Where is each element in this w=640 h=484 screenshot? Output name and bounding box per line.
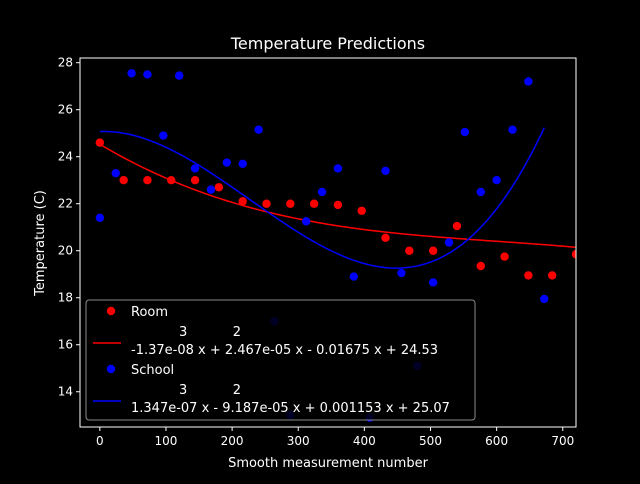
data-point-school-27 bbox=[524, 77, 533, 86]
data-point-school-6 bbox=[190, 164, 200, 173]
data-point-school-4 bbox=[159, 131, 168, 140]
chart-title: Temperature Predictions bbox=[230, 34, 425, 53]
data-point-school-9 bbox=[238, 159, 247, 168]
legend-label-1: -1.37e-08 x + 2.467e-05 x - 0.01675 x + … bbox=[131, 343, 438, 358]
data-point-school-8 bbox=[222, 158, 232, 167]
legend-label-2: School bbox=[131, 363, 174, 378]
y-tick-label-2: 18 bbox=[58, 291, 73, 305]
legend-label-3: 1.347e-07 x - 9.187e-05 x + 0.001153 x +… bbox=[131, 401, 450, 416]
legend-box bbox=[85, 299, 476, 421]
data-point-school-28 bbox=[540, 294, 549, 304]
legend: Room 3 2 -1.37e-08 x + 2.467e-05 x - 0.016… bbox=[85, 299, 476, 421]
x-tick-label-1: 100 bbox=[155, 434, 178, 448]
data-point-room-15 bbox=[452, 221, 462, 231]
data-point-room-11 bbox=[357, 206, 366, 215]
data-point-room-19 bbox=[547, 271, 557, 280]
data-point-room-10 bbox=[333, 200, 343, 210]
y-tick-label-6: 26 bbox=[58, 103, 73, 117]
legend-marker-0 bbox=[106, 306, 116, 316]
x-axis-label: Smooth measurement number bbox=[228, 456, 429, 471]
data-point-school-26 bbox=[508, 125, 517, 134]
data-point-school-15 bbox=[333, 164, 343, 173]
data-point-school-23 bbox=[460, 127, 470, 137]
data-point-room-8 bbox=[286, 199, 295, 208]
legend-marker-2 bbox=[106, 364, 116, 374]
data-point-school-19 bbox=[397, 268, 406, 278]
fit-line-1 bbox=[99, 143, 576, 249]
x-tick-label-6: 600 bbox=[485, 434, 508, 448]
y-tick-label-7: 28 bbox=[58, 56, 73, 70]
data-point-school-25 bbox=[492, 176, 501, 185]
data-point-school-2 bbox=[127, 69, 136, 78]
data-point-room-17 bbox=[500, 252, 509, 261]
y-tick-label-5: 24 bbox=[58, 150, 73, 164]
legend-exponents-1: 3 2 bbox=[179, 325, 241, 340]
y-tick-label-3: 20 bbox=[58, 244, 73, 258]
data-point-room-2 bbox=[143, 176, 152, 185]
data-point-room-12 bbox=[381, 233, 390, 242]
data-point-room-18 bbox=[524, 271, 533, 280]
data-point-school-18 bbox=[381, 166, 390, 176]
data-point-school-14 bbox=[317, 187, 327, 197]
x-tick-label-3: 300 bbox=[287, 434, 310, 448]
data-point-school-21 bbox=[428, 278, 438, 287]
data-point-room-7 bbox=[262, 199, 271, 208]
x-tick-label-5: 500 bbox=[419, 434, 442, 448]
data-point-school-7 bbox=[206, 185, 216, 194]
data-point-room-4 bbox=[190, 176, 200, 185]
x-tick-label-7: 700 bbox=[551, 434, 574, 448]
y-axis-label: Temperature (C) bbox=[33, 190, 48, 297]
data-point-school-1 bbox=[111, 168, 120, 178]
y-tick-label-0: 14 bbox=[58, 385, 73, 399]
data-point-school-3 bbox=[143, 70, 152, 79]
data-point-school-10 bbox=[254, 125, 263, 134]
y-tick-label-1: 16 bbox=[58, 338, 73, 352]
axis-ticks: 0 100 200 300 400 500 600 700 14 16 18 20 22 24 26 28 bbox=[58, 56, 575, 448]
data-point-school-24 bbox=[476, 187, 485, 197]
data-point-room-20 bbox=[571, 250, 576, 259]
axes-frame bbox=[79, 57, 577, 428]
fit-line-3 bbox=[99, 127, 545, 269]
data-point-room-6 bbox=[238, 197, 247, 206]
x-tick-label-2: 200 bbox=[221, 434, 244, 448]
data-point-school-13 bbox=[301, 217, 311, 226]
x-tick-label-4: 400 bbox=[353, 434, 376, 448]
legend-exponents-3: 3 2 bbox=[179, 383, 241, 398]
data-point-school-16 bbox=[349, 272, 358, 281]
data-point-room-16 bbox=[476, 261, 485, 271]
data-point-room-5 bbox=[214, 183, 224, 192]
data-point-room-9 bbox=[309, 199, 319, 208]
data-point-room-13 bbox=[405, 246, 414, 255]
y-tick-label-4: 22 bbox=[58, 197, 73, 211]
data-point-school-22 bbox=[444, 238, 454, 247]
data-point-school-0 bbox=[95, 213, 105, 223]
data-point-room-1 bbox=[119, 176, 128, 185]
legend-label-0: Room bbox=[131, 305, 168, 320]
x-tick-label-0: 0 bbox=[96, 434, 104, 448]
data-point-room-14 bbox=[428, 246, 438, 255]
data-point-school-5 bbox=[175, 71, 184, 80]
